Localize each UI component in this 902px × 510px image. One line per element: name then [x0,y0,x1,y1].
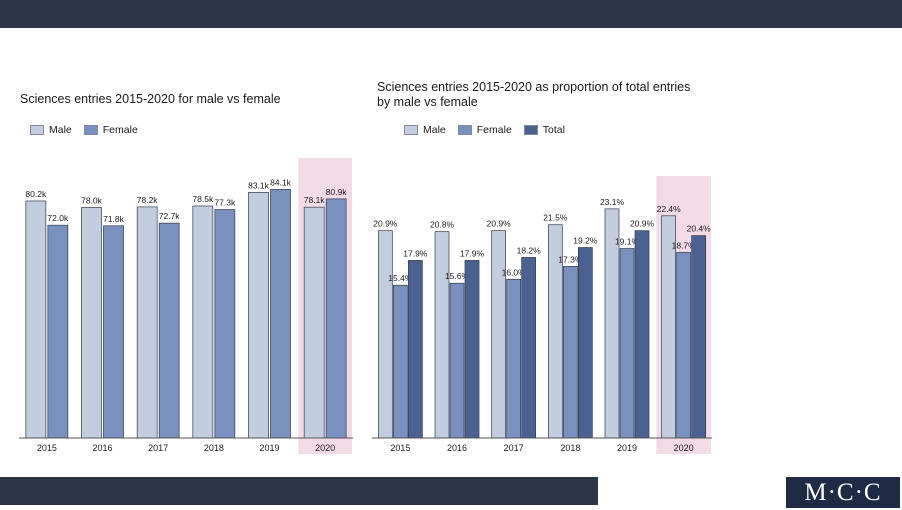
bar-total-2018 [577,247,593,439]
bar-female-2020 [676,252,692,439]
data-label-male-2018: 78.5k [192,194,214,204]
bar-male-2016 [434,231,450,439]
bar-male-2015 [25,200,47,439]
data-label-female-2016: 15.6% [445,271,470,281]
x-tick-label-2015: 2015 [390,443,410,453]
data-label-total-2016: 17.9% [460,248,485,258]
data-label-total-2015: 17.9% [403,248,428,258]
legend-right: Male Female Total [404,124,577,136]
legend-item-male: Male [30,124,72,136]
data-label-female-2020: 18.7% [672,240,697,250]
data-label-female-2018: 77.3k [214,198,236,208]
chart-title-left: Sciences entries 2015-2020 for male vs f… [20,92,281,106]
x-tick-label-2017: 2017 [148,443,168,453]
data-label-female-2015: 15.4% [388,273,413,283]
x-tick-label-2015: 2015 [37,443,57,453]
bar-female-2017 [158,222,180,439]
bar-male-2015 [377,230,393,439]
x-tick-label-2019: 2019 [259,443,279,453]
x-tick-label-2018: 2018 [560,443,580,453]
bar-female-2020 [325,198,347,439]
legend-item-female: Female [83,124,138,136]
data-label-male-2016: 20.8% [430,220,455,230]
bar-male-2018 [192,205,214,439]
data-label-total-2018: 19.2% [573,236,598,246]
data-label-male-2015: 80.2k [25,189,47,199]
legend-swatch-female [457,125,472,135]
data-label-total-2017: 18.2% [517,245,542,255]
legend-swatch-female [83,125,98,135]
bar-female-2016 [449,282,465,439]
bar-total-2020 [691,235,707,439]
legend-item-male: Male [404,124,446,136]
mcc-logo: M·C·C [786,477,900,508]
x-tick-label-2020: 2020 [674,443,694,453]
legend-label-male: Male [49,124,72,136]
bar-male-2020 [303,206,325,439]
bar-female-2018 [214,209,236,439]
bar-female-2016 [103,225,124,439]
legend-swatch-male [30,125,44,135]
x-tick-label-2016: 2016 [447,443,467,453]
data-label-female-2019: 19.1% [615,237,640,247]
data-label-male-2015: 20.9% [373,219,398,229]
bar-total-2019 [634,230,650,439]
legend-label-total: Total [542,124,565,136]
legend-swatch-total [523,125,538,135]
bar-female-2015 [47,224,69,439]
data-label-female-2015: 72.0k [47,213,69,223]
x-tick-label-2018: 2018 [204,443,224,453]
legend-item-total: Total [523,124,565,136]
data-label-male-2020: 78.1k [304,195,326,205]
top-banner [0,0,902,28]
data-label-male-2017: 78.2k [137,195,159,205]
data-label-female-2016: 71.8k [103,214,125,224]
bar-total-2015 [407,260,423,439]
chart-title-right: Sciences entries 2015-2020 as proportion… [377,80,691,109]
x-tick-label-2020: 2020 [315,443,335,453]
legend-label-female: Female [476,124,512,136]
bar-total-2017 [521,257,537,439]
data-label-female-2017: 72.7k [159,211,181,221]
legend-item-female: Female [457,124,512,136]
x-tick-label-2017: 2017 [504,443,524,453]
bottom-banner [0,477,598,505]
bar-female-2018 [562,266,578,439]
data-label-female-2020: 80.9k [326,187,348,197]
x-tick-label-2016: 2016 [92,443,112,453]
bar-male-2017 [491,230,507,439]
data-label-male-2019: 23.1% [600,197,625,207]
bar-male-2016 [81,207,102,439]
data-label-female-2019: 84.1k [270,177,292,187]
data-label-male-2020: 22.4% [657,204,682,214]
data-label-male-2017: 20.9% [487,219,512,229]
bar-male-2019 [248,192,269,439]
data-label-female-2018: 17.3% [558,254,583,264]
legend-label-male: Male [423,124,446,136]
legend-left: Male Female [30,124,150,136]
bar-total-2016 [464,260,480,439]
legend-swatch-male [404,125,418,135]
bar-female-2019 [270,189,291,439]
data-label-male-2016: 78.0k [81,195,103,205]
bar-female-2015 [392,284,408,439]
x-tick-label-2019: 2019 [617,443,637,453]
data-label-total-2019: 20.9% [630,219,655,229]
data-label-female-2017: 16.0% [502,267,527,277]
bar-female-2017 [506,278,522,439]
bar-female-2019 [619,248,635,439]
data-label-total-2020: 20.4% [687,224,712,234]
legend-label-female: Female [102,124,138,136]
data-label-male-2019: 83.1k [248,180,270,190]
bar-male-2017 [136,206,158,439]
data-label-male-2018: 21.5% [543,213,568,223]
